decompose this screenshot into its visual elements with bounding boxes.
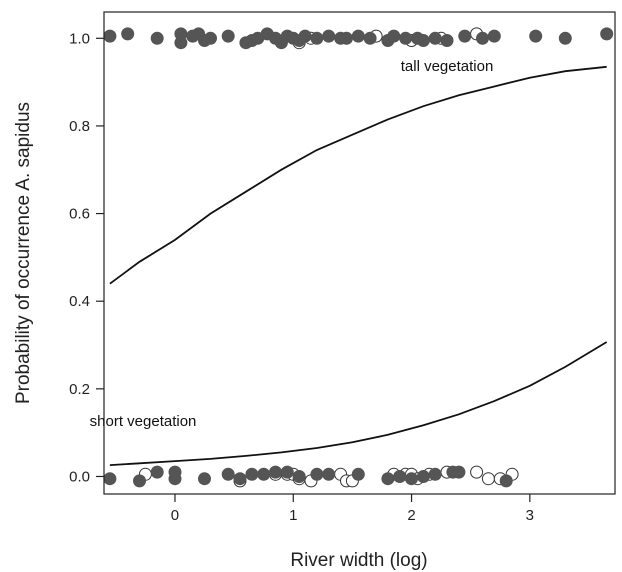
point-filled (103, 472, 117, 486)
fitted-curves (109, 65, 608, 466)
point-filled (476, 31, 489, 45)
y-tick-label: 0.2 (69, 381, 90, 398)
point-filled (198, 472, 211, 486)
point-filled (393, 470, 407, 483)
point-filled (174, 36, 188, 50)
x-tick-label: 0 (171, 507, 179, 524)
curve-tall-vegetation (109, 65, 607, 285)
point-filled (198, 34, 211, 47)
x-tick-label: 1 (289, 507, 297, 524)
point-filled (103, 29, 117, 43)
point-filled (499, 474, 513, 488)
point-filled (292, 470, 306, 483)
point-filled (322, 29, 336, 43)
x-tick-label: 3 (526, 507, 534, 524)
point-filled (428, 467, 442, 481)
point-filled (351, 467, 365, 481)
point-filled (340, 31, 353, 45)
point-open (481, 472, 495, 486)
point-filled (405, 472, 418, 486)
point-filled (351, 29, 365, 43)
y-tick-label: 1.0 (69, 30, 90, 47)
observation-points (103, 27, 614, 488)
point-filled (150, 465, 164, 479)
y-tick-label: 0.0 (69, 468, 90, 485)
point-filled (381, 472, 395, 486)
point-filled (529, 29, 543, 43)
point-filled (121, 27, 135, 41)
point-filled (298, 29, 312, 43)
annotation-short-vegetation: short vegetation (90, 413, 197, 430)
point-filled (133, 474, 146, 488)
point-filled (221, 467, 235, 481)
curve-short-vegetation (109, 341, 608, 466)
point-filled (168, 465, 182, 479)
point-filled (280, 465, 294, 479)
point-filled (387, 29, 401, 43)
point-filled (487, 29, 501, 43)
point-filled (452, 465, 466, 479)
y-tick-label: 0.8 (69, 118, 90, 135)
point-filled (440, 34, 454, 47)
plot-frame (103, 11, 616, 495)
point-filled (245, 467, 259, 481)
x-axis: 0 1 2 3 (171, 494, 534, 524)
annotation-tall-vegetation: tall vegetation (401, 58, 494, 75)
y-axis-label: Probability of occurrence A. sapidus (13, 102, 34, 404)
point-filled (257, 467, 271, 481)
point-open (470, 465, 484, 479)
point-filled (600, 27, 614, 41)
point-filled (310, 31, 324, 45)
x-tick-label: 2 (407, 507, 415, 524)
point-filled (558, 31, 572, 45)
point-filled (399, 31, 413, 45)
point-filled (416, 470, 430, 483)
point-filled (428, 31, 442, 45)
y-tick-label: 0.6 (69, 206, 90, 223)
x-axis-label: River width (log) (290, 550, 427, 571)
point-filled (221, 29, 235, 43)
point-filled (150, 31, 164, 45)
point-filled (416, 34, 430, 47)
point-filled (310, 467, 324, 481)
y-axis: 0.0 0.2 0.4 0.6 0.8 1.0 (69, 30, 104, 485)
point-filled (363, 31, 377, 45)
point-filled (322, 467, 336, 481)
y-tick-label: 0.4 (69, 293, 90, 310)
point-filled (458, 29, 472, 43)
point-filled (233, 472, 247, 486)
point-filled (269, 465, 282, 479)
